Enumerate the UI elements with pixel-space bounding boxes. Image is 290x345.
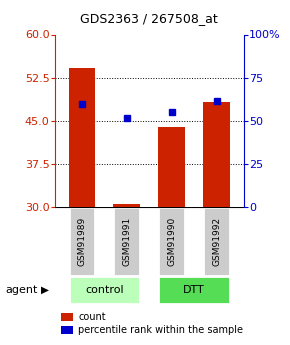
Text: GSM91992: GSM91992 xyxy=(212,217,221,266)
Bar xyxy=(158,127,185,207)
Text: count: count xyxy=(78,312,106,322)
Text: ▶: ▶ xyxy=(41,285,49,295)
Bar xyxy=(203,102,230,207)
Text: control: control xyxy=(85,285,124,295)
Text: GSM91990: GSM91990 xyxy=(167,217,176,266)
Text: GDS2363 / 267508_at: GDS2363 / 267508_at xyxy=(80,12,218,25)
Bar xyxy=(113,207,140,276)
Text: DTT: DTT xyxy=(183,285,205,295)
Bar xyxy=(158,276,230,304)
Text: GSM91989: GSM91989 xyxy=(77,217,86,266)
Text: percentile rank within the sample: percentile rank within the sample xyxy=(78,325,243,335)
Bar xyxy=(113,204,140,207)
Text: GSM91991: GSM91991 xyxy=(122,217,131,266)
Bar xyxy=(158,207,185,276)
Bar xyxy=(68,276,140,304)
Text: agent: agent xyxy=(6,285,38,295)
Bar xyxy=(68,68,95,207)
Bar xyxy=(68,207,95,276)
Bar xyxy=(203,207,230,276)
